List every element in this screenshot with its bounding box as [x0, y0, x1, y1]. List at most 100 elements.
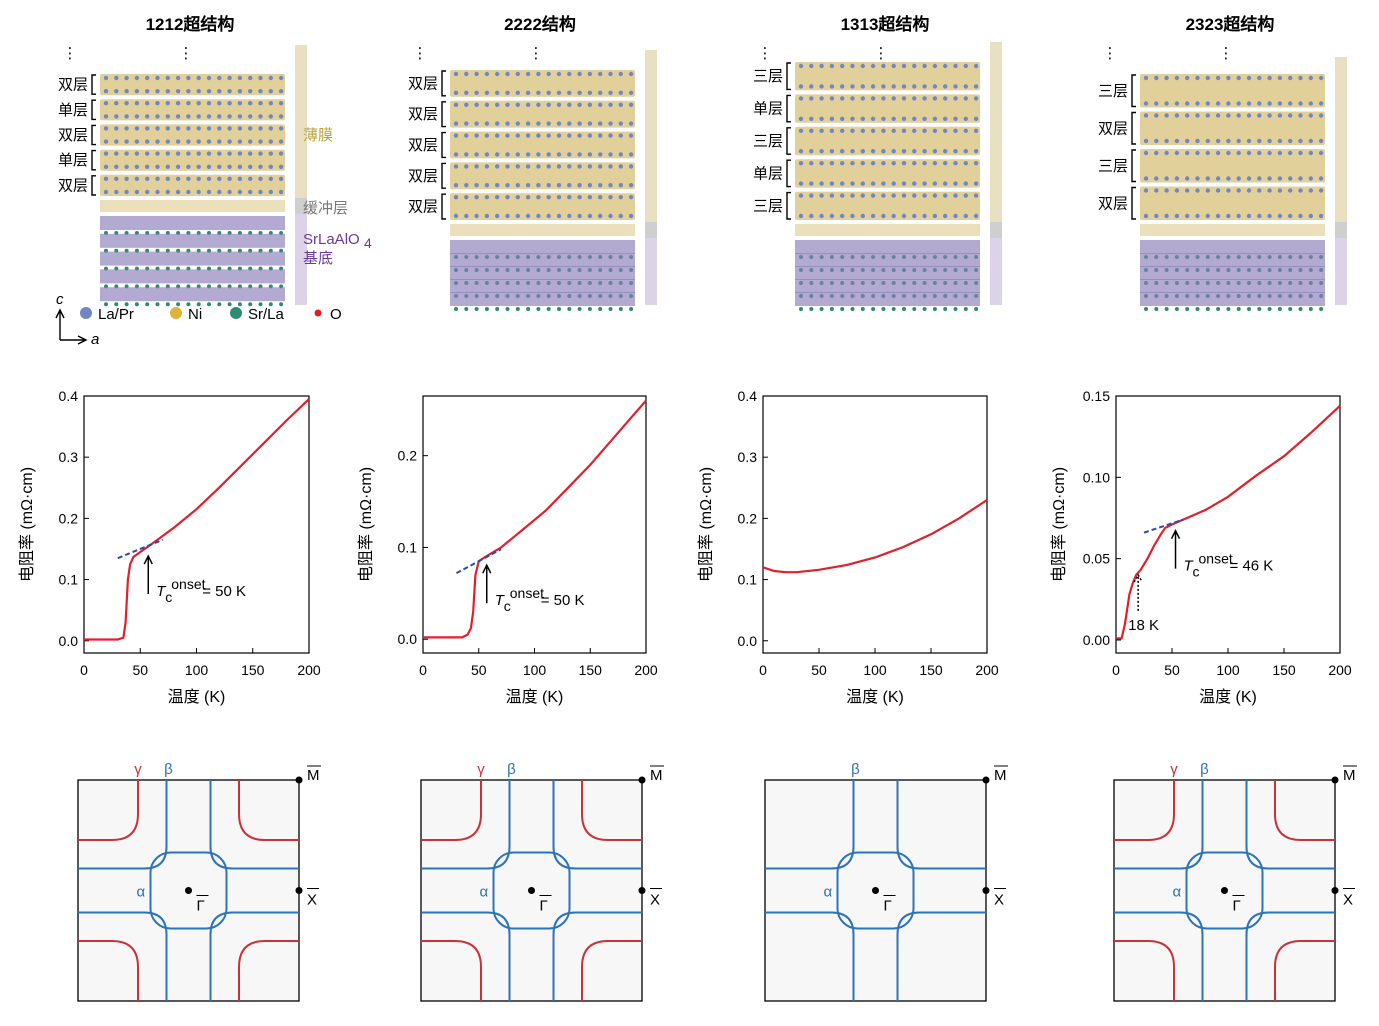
atom-dot	[922, 149, 927, 154]
substrate-layer	[450, 253, 635, 267]
y-axis-label: 电阻率 (mΩ·cm)	[697, 467, 715, 582]
film-bar	[295, 45, 307, 198]
atom-dot	[1195, 307, 1200, 311]
atom-dot	[484, 71, 490, 77]
atom-dot	[953, 63, 958, 69]
atom-dot	[1288, 213, 1293, 219]
gamma-sheet	[1114, 780, 1175, 841]
buffer-bar	[295, 198, 307, 214]
atom-dot	[474, 121, 479, 126]
atom-dot	[248, 101, 253, 106]
atom-dot	[1236, 307, 1241, 311]
atom-dot	[943, 116, 948, 122]
gamma-sheet	[581, 780, 642, 841]
atom-dot	[495, 213, 500, 219]
atom-dot	[114, 75, 119, 81]
atom-dot	[124, 101, 129, 106]
substrate-layer	[795, 266, 980, 280]
atom-dot	[134, 75, 140, 81]
atom-dot	[495, 102, 500, 108]
atom-dot	[206, 189, 212, 195]
tc-superscript: onset	[1199, 551, 1233, 567]
substrate-label-2: 基底	[303, 250, 333, 267]
atom-dot	[1143, 213, 1149, 219]
atom-dot	[124, 89, 129, 94]
atom-dot	[1215, 150, 1221, 156]
atom-dot	[227, 114, 232, 119]
atom-dot	[248, 189, 253, 195]
y-axis-label: 电阻率 (mΩ·cm)	[357, 467, 375, 582]
atom-dot	[1298, 176, 1303, 181]
atom-dot	[134, 126, 140, 131]
atom-dot	[155, 151, 160, 156]
beta-sheet	[896, 780, 986, 870]
x-tick-label: 0	[759, 662, 767, 678]
tc-subscript: c	[1193, 564, 1200, 580]
atom-dot	[860, 116, 865, 122]
gamma-point	[185, 887, 192, 894]
atom-dot	[840, 63, 845, 69]
atom-dot	[248, 139, 253, 144]
atom-dot	[628, 183, 634, 188]
structure-title: 1313超结构	[841, 14, 930, 34]
atom-dot	[840, 181, 845, 186]
atom-dot	[963, 307, 968, 311]
atom-dot	[1298, 307, 1303, 311]
atom-dot	[1154, 75, 1159, 81]
atom-dot	[196, 126, 201, 131]
atom-dot	[1164, 75, 1169, 81]
tc-subscript: c	[504, 598, 511, 614]
atom-dot	[268, 126, 273, 131]
atom-dot	[608, 90, 613, 96]
atom-dot	[155, 189, 160, 195]
atom-dot	[809, 307, 814, 311]
atom-dot	[850, 193, 855, 198]
atom-dot	[103, 189, 109, 195]
atom-dot	[1205, 75, 1211, 81]
atom-dot	[103, 101, 109, 106]
atom-dot	[1143, 188, 1149, 193]
layer-bracket	[441, 162, 446, 189]
atom-dot	[505, 90, 510, 96]
atom-dot	[1277, 176, 1283, 181]
atom-dot	[809, 63, 814, 69]
atom-dot	[248, 114, 253, 119]
x-tick-label: 0	[419, 662, 427, 678]
atom-dot	[258, 164, 263, 169]
atom-dot	[474, 71, 479, 77]
film-layer	[450, 193, 635, 220]
atom-dot	[870, 161, 876, 166]
x-tick-label: 100	[863, 662, 887, 678]
atom-dot	[953, 307, 958, 311]
atom-dot	[850, 181, 855, 186]
buffer-bar	[990, 222, 1002, 238]
atom-dot	[278, 75, 284, 81]
atom-dot	[258, 189, 263, 195]
atom-dot	[870, 63, 876, 69]
atom-dot	[1277, 213, 1283, 219]
atom-dot	[165, 164, 170, 169]
substrate-layer	[100, 216, 285, 230]
atom-dot	[922, 213, 927, 219]
atom-dot	[1267, 113, 1272, 118]
atom-dot	[268, 302, 273, 307]
atom-dot	[963, 128, 968, 133]
atom-dot	[963, 193, 968, 198]
layer-bracket	[91, 74, 96, 95]
atom-dot	[464, 71, 469, 77]
layer-label: 三层	[753, 68, 783, 85]
atom-dot	[608, 164, 613, 169]
atom-dot	[207, 302, 211, 307]
atom-dot	[840, 128, 845, 133]
legend-atom-icon	[80, 307, 92, 319]
atom-dot	[258, 101, 263, 106]
film-layer	[1140, 186, 1325, 220]
atom-dot	[124, 139, 129, 144]
atom-dot	[268, 189, 273, 195]
atom-dot	[1164, 138, 1169, 144]
y-tick-label: 0.1	[59, 572, 79, 588]
atom-dot	[587, 213, 593, 219]
atom-dot	[1257, 188, 1262, 193]
